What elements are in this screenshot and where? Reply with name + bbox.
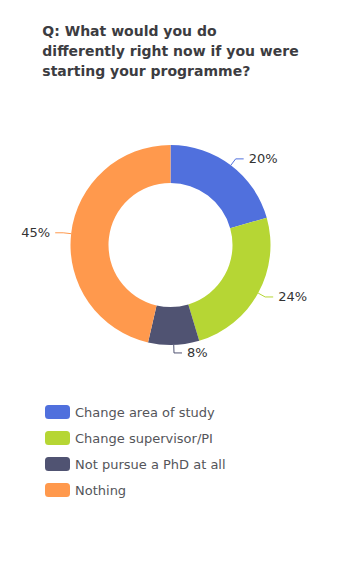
svg-text:Not pursue a PhD at all: Not pursue a PhD at all: [75, 457, 226, 472]
svg-text:Nothing: Nothing: [75, 483, 126, 498]
svg-text:20%: 20%: [249, 151, 278, 166]
svg-text:Change area of study: Change area of study: [75, 405, 215, 420]
svg-text:differently right now if you w: differently right now if you were: [42, 43, 298, 59]
svg-text:8%: 8%: [187, 345, 208, 360]
svg-text:starting your programme?: starting your programme?: [42, 63, 250, 79]
svg-text:Q: What would you do: Q: What would you do: [42, 23, 217, 39]
svg-text:24%: 24%: [278, 289, 307, 304]
svg-text:45%: 45%: [21, 225, 50, 240]
svg-text:Change supervisor/PI: Change supervisor/PI: [75, 431, 213, 446]
